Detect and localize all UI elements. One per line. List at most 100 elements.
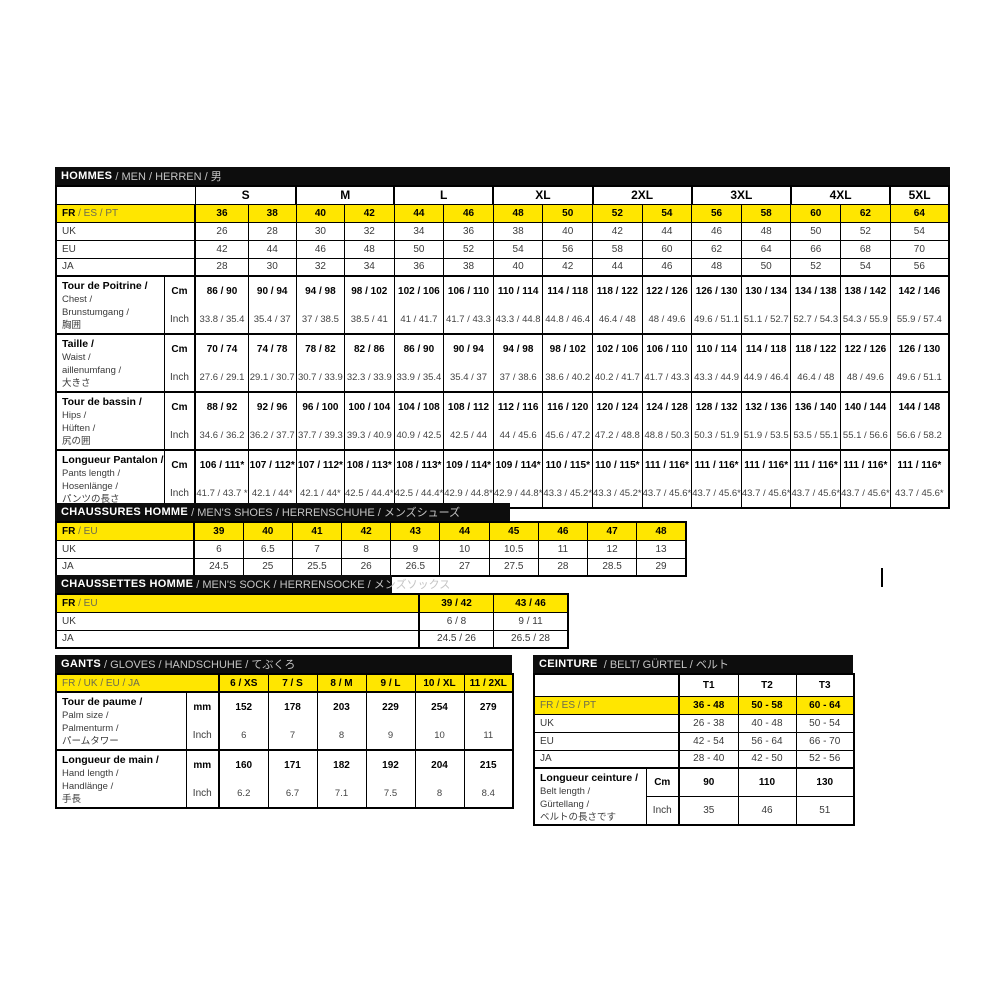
measure-label-line: Handlänge /	[62, 781, 114, 792]
measure-value-cell: 118 / 122 46.4 / 48	[790, 333, 842, 393]
row-label: UK	[55, 539, 195, 559]
top-value: 111 / 116*	[793, 459, 838, 471]
measure-label-line: Waist /	[62, 352, 91, 363]
socks-title-bar: CHAUSSETTES HOMME / MEN'S SOCK / HERRENS…	[55, 575, 450, 593]
row-label-rest: / EU	[75, 525, 98, 537]
measure-value-cell: 111 / 116* 43.7 / 45.6*	[889, 449, 950, 509]
unit-cell: Cm Inch	[163, 449, 196, 509]
unit-cell: Cm Inch	[163, 333, 196, 393]
bottom-value: 39.3 / 40.9	[346, 429, 392, 441]
shoes-title-bar: CHAUSSURES HOMME / MEN'S SHOES / HERRENS…	[55, 503, 510, 521]
top-value: 229	[382, 701, 399, 713]
top-value: 126 / 130	[695, 285, 738, 297]
unit-bottom: Inch	[169, 487, 189, 499]
measure-value-cell: 118 / 122 46.4 / 48	[592, 275, 643, 335]
top-value: 122 / 126	[646, 285, 688, 297]
measure-value-cell: 106 / 110 41.7 / 43.3	[641, 333, 693, 393]
inch-value-cell: 35	[678, 796, 739, 826]
value-cell: 68	[840, 239, 891, 259]
measure-value-cell: 128 / 132 50.3 / 51.9	[691, 391, 742, 451]
measure-label-line: Hips /	[62, 410, 87, 421]
hommes-measure-row: Tour de Poitrine / Chest / Brunstumgang / 胸…	[55, 275, 950, 335]
value-cell: 27.5	[488, 557, 539, 577]
measure-value-cell: 82 / 86 32.3 / 33.9	[343, 333, 395, 393]
fr-value-cell: 39	[192, 521, 244, 541]
size-group-cell: L	[393, 185, 494, 205]
shoes-table: FR / EU 39 40 41 42 43 44 45 46 47 48 UK 6 6.5 7 8 9 10 10…	[55, 521, 687, 577]
value-cell: 8	[341, 539, 392, 559]
top-value: 96 / 100	[302, 401, 339, 413]
unit-top: mm	[193, 759, 212, 771]
top-value: 132 / 136	[745, 401, 788, 413]
top-value: 136 / 140	[794, 401, 837, 413]
socks-fr-row: FR / EU 39 / 42 43 / 46	[55, 593, 569, 613]
measure-value-cell: 132 / 136 51.9 / 53.5	[740, 391, 792, 451]
hommes-measure-row: Taille / Waist / aillenumfang / 大きさ Cm Inch 70…	[55, 333, 950, 393]
hommes-fr-row: FR / ES / PT 36 38 40 42 44 46 48 50 52 54 56 58 60 62…	[55, 203, 950, 223]
measure-value-cell: 126 / 130 49.6 / 51.1	[889, 333, 950, 393]
hommes-section: HOMMES / MEN / HERREN / 男 S M L XL 2XL 3XL 4XL…	[55, 167, 950, 509]
unit-top: Cm	[171, 285, 188, 297]
measure-label-line: Longueur ceinture /	[540, 772, 639, 784]
measure-value-cell: 116 / 120 45.6 / 47.2	[542, 391, 594, 451]
size-group-cell: 4XL	[789, 185, 891, 205]
value-cell: 66 - 70	[795, 731, 855, 751]
top-value: 107 / 112*	[297, 459, 343, 471]
value-cell: 26.5 / 28	[493, 629, 569, 649]
value-cell: 34	[393, 221, 445, 241]
top-value: 111 / 116*	[694, 459, 739, 471]
top-value: 98 / 102	[549, 343, 586, 355]
top-value: 110 / 115*	[545, 459, 590, 471]
unit-top: mm	[193, 701, 212, 713]
fr-value-cell: 40	[295, 203, 345, 223]
measure-label-line: Palmenturm /	[62, 723, 119, 734]
measure-label-line: Tour de Poitrine /	[62, 280, 148, 292]
value-cell: 66	[790, 239, 842, 259]
bottom-value: 37.7 / 39.3	[297, 429, 343, 441]
top-value: 104 / 108	[398, 401, 440, 413]
hommes-conversion-row: JA 28 30 32 34 36 38 40 42 44 46 48 50 52 54 56	[55, 257, 950, 277]
t-size-cell: T3	[795, 673, 855, 697]
value-cell: 12	[586, 539, 638, 559]
top-value: 74 / 78	[256, 343, 288, 355]
fr-value-cell: 9 / L	[365, 673, 416, 693]
top-value: 203	[333, 701, 350, 713]
value-cell: 6	[192, 539, 244, 559]
value-cell: 40	[492, 257, 544, 277]
bottom-value: 48.8 / 50.3	[644, 429, 690, 441]
value-cell: 70	[889, 239, 950, 259]
measure-label-line: Tour de paume /	[62, 696, 143, 708]
top-value: 124 / 128	[646, 401, 688, 413]
top-value: 112 / 116	[497, 401, 539, 413]
bottom-value: 30.7 / 33.9	[297, 371, 343, 383]
measure-label-line: 胸囲	[62, 320, 82, 331]
shoes-title: CHAUSSURES HOMME	[61, 506, 189, 518]
top-value: 144 / 148	[898, 401, 941, 413]
bottom-value: 43.7 / 45.6*	[642, 487, 692, 499]
unit-top: Cm	[171, 343, 188, 355]
value-cell: 38	[443, 257, 494, 277]
fr-value-cell: 50 - 58	[737, 695, 797, 715]
size-group-cell: 3XL	[690, 185, 792, 205]
measure-value-cell: 111 / 116* 43.7 / 45.6*	[691, 449, 742, 509]
top-value: 182	[333, 759, 350, 771]
top-value: 110 / 114	[696, 343, 737, 355]
top-value: 128 / 132	[695, 401, 738, 413]
measure-value-cell: 92 / 96 36.2 / 37.7	[247, 391, 297, 451]
bottom-value: 45.6 / 47.2	[545, 429, 591, 441]
top-value: 140 / 144	[844, 401, 887, 413]
measure-value-cell: 203 8	[316, 691, 367, 751]
value-cell: 42	[592, 221, 643, 241]
top-value: 100 / 104	[348, 401, 391, 413]
fr-row-label: FR / UK / EU / JA	[55, 673, 220, 693]
bottom-value: 41.7 / 43.3	[644, 371, 690, 383]
size-group-cell: XL	[492, 185, 594, 205]
value-cell: 28 - 40	[678, 749, 739, 769]
bottom-value: 51.9 / 53.5	[743, 429, 789, 441]
value-cell: 32	[295, 257, 345, 277]
row-label: EU	[55, 239, 196, 259]
fr-value-cell: 48	[636, 521, 687, 541]
measure-value-cell: 126 / 130 49.6 / 51.1	[691, 275, 742, 335]
value-cell: 6.5	[242, 539, 293, 559]
